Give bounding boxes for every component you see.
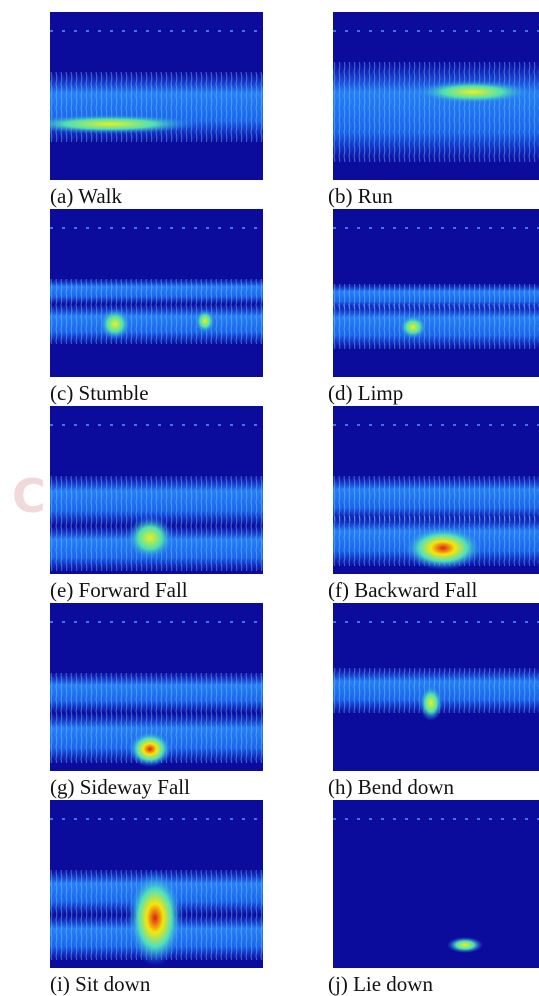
panel-caption: (c) Stumble [50,381,149,405]
panel-caption: (h) Bend down [328,775,454,799]
spectrogram [50,800,263,968]
spectrogram-hotspot [128,731,172,767]
panel: (e) Forward Fall [50,406,263,602]
spectrogram-hotspot [20,114,200,134]
spectrogram-hotspot [419,685,443,721]
spectrogram [20,12,263,180]
spectrogram-texture [333,62,539,162]
panel-caption: (a) Walk [50,184,122,208]
spectrogram-hotspot [399,315,427,339]
spectrogram [333,406,539,574]
spectrogram-hotspot [126,516,174,560]
spectrogram-hotspot [99,308,131,340]
spectrogram [333,800,539,968]
spectrogram [50,209,263,377]
figure: C (a) Walk (b) Run (c) Stumble (d) Limp (e) … [0,0,539,996]
panel: (g) Sideway Fall [50,603,263,799]
spectrogram-texture [333,304,539,349]
spectrogram-hotspot [195,309,215,333]
spectrogram-texture [50,279,263,304]
panel: (a) Walk [20,12,263,208]
panel-caption: (e) Forward Fall [50,578,188,602]
panel: (c) Stumble [50,209,263,405]
panel-caption: (d) Limp [328,381,403,405]
spectrogram-bg [333,800,539,968]
spectrogram [333,12,539,180]
panel-caption: (i) Sit down [50,972,151,996]
spectrogram-hotspot [403,526,483,570]
panel-caption: (j) Lie down [328,972,433,996]
spectrogram [333,209,539,377]
panel: (f) Backward Fall [328,406,539,602]
panel: (j) Lie down [328,800,539,996]
spectrogram-texture [333,476,539,521]
panel: (b) Run [328,12,539,208]
panel-caption: (g) Sideway Fall [50,775,190,799]
panel: (i) Sit down [50,800,263,996]
watermark: C [12,469,46,523]
spectrogram [333,603,539,771]
panel-caption: (f) Backward Fall [328,578,477,602]
spectrogram-hotspot [447,937,483,953]
panel: (h) Bend down [328,603,539,799]
spectrogram [50,406,263,574]
panel-caption: (b) Run [328,184,393,208]
spectrogram [50,603,263,771]
panel: (d) Limp [328,209,539,405]
spectrogram-texture [50,304,263,344]
spectrogram-hotspot [127,870,183,966]
spectrogram-texture [50,673,263,713]
spectrogram-hotspot [413,80,533,104]
